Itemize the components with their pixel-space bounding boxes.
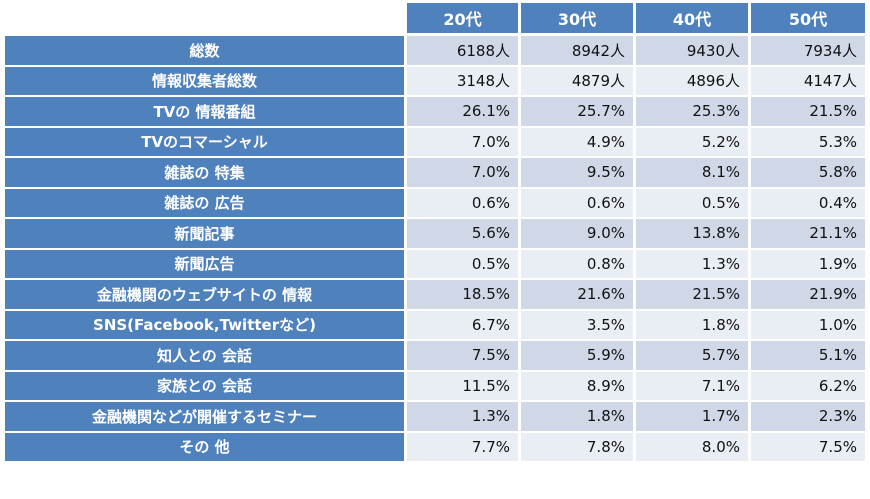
- data-cell: 4147人: [751, 66, 865, 95]
- data-cell: 7934人: [751, 36, 865, 65]
- data-cell: 6.2%: [751, 371, 865, 400]
- column-header: 20代: [407, 3, 518, 33]
- data-cell: 1.3%: [636, 249, 748, 278]
- data-cell: 13.8%: [636, 219, 748, 248]
- column-header: 30代: [521, 3, 633, 33]
- data-cell: 4.9%: [521, 127, 633, 156]
- row-label: 雑誌の 特集: [5, 158, 404, 187]
- data-cell: 1.0%: [751, 310, 865, 339]
- data-cell: 0.5%: [407, 249, 518, 278]
- data-cell: 0.4%: [751, 188, 865, 217]
- data-cell: 21.1%: [751, 219, 865, 248]
- data-cell: 7.5%: [751, 432, 865, 461]
- data-cell: 5.9%: [521, 341, 633, 370]
- data-cell: 5.1%: [751, 341, 865, 370]
- data-cell: 3148人: [407, 66, 518, 95]
- data-cell: 5.7%: [636, 341, 748, 370]
- data-cell: 7.8%: [521, 432, 633, 461]
- data-cell: 26.1%: [407, 97, 518, 126]
- data-cell: 9.5%: [521, 158, 633, 187]
- data-cell: 25.3%: [636, 97, 748, 126]
- data-cell: 6.7%: [407, 310, 518, 339]
- data-cell: 8942人: [521, 36, 633, 65]
- data-cell: 21.6%: [521, 280, 633, 309]
- data-cell: 18.5%: [407, 280, 518, 309]
- data-cell: 5.6%: [407, 219, 518, 248]
- data-cell: 7.5%: [407, 341, 518, 370]
- data-cell: 5.8%: [751, 158, 865, 187]
- data-cell: 6188人: [407, 36, 518, 65]
- row-label: 新聞広告: [5, 249, 404, 278]
- row-label: TVの 情報番組: [5, 97, 404, 126]
- data-cell: 21.5%: [636, 280, 748, 309]
- data-cell: 1.8%: [521, 402, 633, 431]
- data-cell: 3.5%: [521, 310, 633, 339]
- data-cell: 1.8%: [636, 310, 748, 339]
- row-label: 新聞記事: [5, 219, 404, 248]
- data-cell: 0.5%: [636, 188, 748, 217]
- data-cell: 5.2%: [636, 127, 748, 156]
- data-cell: 0.8%: [521, 249, 633, 278]
- row-label: TVのコマーシャル: [5, 127, 404, 156]
- column-header: 50代: [751, 3, 865, 33]
- data-cell: 9430人: [636, 36, 748, 65]
- row-label: 総数: [5, 36, 404, 65]
- row-label: 知人との 会話: [5, 341, 404, 370]
- data-cell: 21.9%: [751, 280, 865, 309]
- data-cell: 7.0%: [407, 127, 518, 156]
- row-label: 雑誌の 広告: [5, 188, 404, 217]
- data-cell: 8.1%: [636, 158, 748, 187]
- data-cell: 2.3%: [751, 402, 865, 431]
- row-label: SNS(Facebook,Twitterなど): [5, 310, 404, 339]
- data-cell: 25.7%: [521, 97, 633, 126]
- data-cell: 7.7%: [407, 432, 518, 461]
- data-cell: 7.0%: [407, 158, 518, 187]
- row-label: 家族との 会話: [5, 371, 404, 400]
- data-cell: 4879人: [521, 66, 633, 95]
- row-label: 情報収集者総数: [5, 66, 404, 95]
- data-cell: 8.9%: [521, 371, 633, 400]
- column-header: 40代: [636, 3, 748, 33]
- data-cell: 5.3%: [751, 127, 865, 156]
- data-cell: 1.3%: [407, 402, 518, 431]
- data-cell: 7.1%: [636, 371, 748, 400]
- row-label: その 他: [5, 432, 404, 461]
- row-label: 金融機関のウェブサイトの 情報: [5, 280, 404, 309]
- data-cell: 1.7%: [636, 402, 748, 431]
- data-cell: 1.9%: [751, 249, 865, 278]
- data-cell: 11.5%: [407, 371, 518, 400]
- data-cell: 21.5%: [751, 97, 865, 126]
- row-label: 金融機関などが開催するセミナー: [5, 402, 404, 431]
- data-cell: 8.0%: [636, 432, 748, 461]
- data-cell: 0.6%: [407, 188, 518, 217]
- data-cell: 4896人: [636, 66, 748, 95]
- data-cell: 0.6%: [521, 188, 633, 217]
- data-cell: 9.0%: [521, 219, 633, 248]
